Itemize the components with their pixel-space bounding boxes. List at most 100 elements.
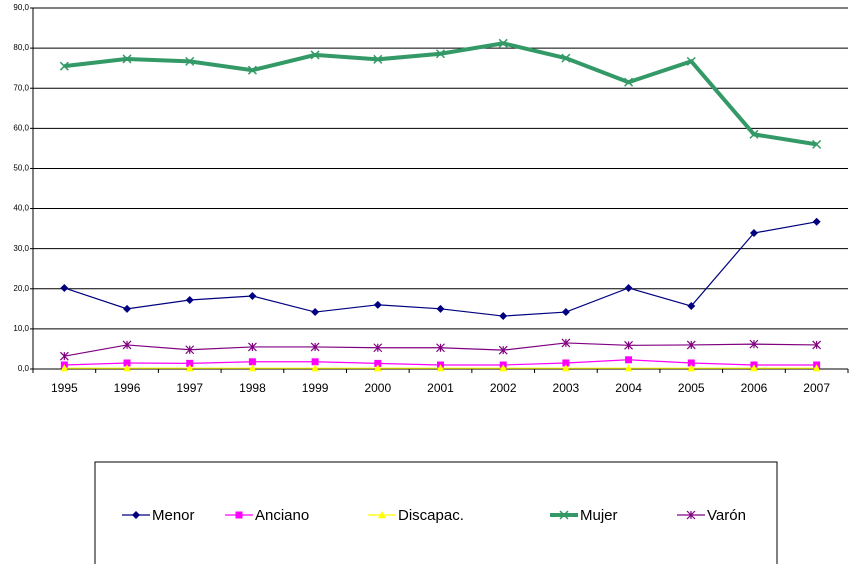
marker [378, 511, 386, 519]
legend-box [94, 461, 778, 564]
marker [185, 345, 195, 355]
x-tick-label: 2006 [741, 381, 768, 395]
marker [122, 340, 132, 350]
marker [499, 312, 508, 321]
marker [561, 338, 571, 348]
marker [561, 53, 571, 63]
legend-entry: Anciano [225, 507, 309, 524]
marker [498, 345, 508, 355]
marker [498, 38, 508, 48]
marker [625, 356, 633, 364]
marker [435, 49, 446, 59]
marker [812, 364, 821, 372]
marker [311, 358, 319, 366]
legend-label: Menor [152, 507, 195, 524]
marker [812, 340, 822, 350]
marker [559, 510, 569, 520]
legend-label: Varón [707, 507, 746, 524]
y-tick-label: 90,0 [13, 3, 29, 12]
marker [561, 364, 570, 372]
legend-entry: Mujer [550, 507, 618, 524]
marker [812, 139, 822, 149]
marker [373, 54, 383, 64]
y-tick-label: 10,0 [13, 324, 29, 333]
legend-label: Anciano [255, 507, 309, 524]
y-tick-label: 50,0 [13, 164, 29, 173]
marker [311, 364, 320, 372]
x-tick-label: 2004 [615, 381, 642, 395]
marker [310, 342, 320, 352]
marker [687, 364, 696, 372]
marker [436, 343, 445, 353]
marker [185, 364, 194, 372]
marker [373, 343, 383, 353]
marker [624, 364, 633, 372]
legend-entry: Varón [677, 507, 746, 524]
marker [686, 510, 696, 520]
x-tick-label: 2001 [427, 381, 454, 395]
series-line [64, 41, 817, 147]
marker [186, 359, 194, 367]
marker [749, 339, 759, 349]
marker [499, 364, 508, 372]
marker [235, 511, 243, 519]
x-tick-label: 2007 [803, 381, 830, 395]
marker [132, 511, 140, 519]
marker [436, 364, 445, 372]
marker [310, 50, 320, 60]
marker [123, 304, 132, 313]
legend-entry: Discapac. [368, 507, 464, 524]
marker [247, 65, 257, 75]
marker [122, 54, 132, 64]
x-tick-label: 2005 [678, 381, 705, 395]
marker [686, 56, 696, 66]
x-tick-label: 1996 [114, 381, 141, 395]
marker [749, 129, 759, 139]
x-tick-label: 2002 [490, 381, 517, 395]
marker [60, 364, 69, 372]
marker [749, 364, 758, 372]
marker [123, 359, 131, 367]
marker [812, 217, 821, 226]
y-tick-label: 20,0 [13, 284, 29, 293]
marker [311, 308, 320, 317]
marker [185, 296, 194, 305]
y-tick-label: 60,0 [13, 123, 29, 132]
marker [60, 283, 69, 292]
marker [436, 304, 445, 313]
legend-label: Mujer [580, 507, 618, 524]
marker [749, 229, 758, 238]
marker [624, 283, 633, 292]
x-tick-label: 1995 [51, 381, 78, 395]
legend-label: Discapac. [398, 507, 464, 524]
legend-entry: Menor [122, 507, 195, 524]
marker [248, 358, 256, 366]
marker [248, 291, 257, 300]
marker [624, 340, 634, 350]
marker [687, 359, 695, 367]
marker [123, 364, 132, 372]
marker [562, 359, 570, 367]
marker [373, 364, 382, 372]
marker [247, 342, 257, 352]
x-tick-label: 2000 [364, 381, 391, 395]
marker [687, 302, 696, 311]
series-line [64, 221, 817, 317]
y-tick-label: 0,0 [18, 364, 30, 373]
y-tick-label: 40,0 [13, 204, 29, 213]
marker [185, 56, 195, 66]
x-tick-label: 1998 [239, 381, 266, 395]
marker [248, 364, 257, 372]
y-tick-label: 80,0 [13, 43, 29, 52]
y-tick-label: 70,0 [13, 83, 29, 92]
marker [561, 308, 570, 317]
y-tick-label: 30,0 [13, 244, 29, 253]
x-tick-label: 2003 [553, 381, 580, 395]
marker [59, 61, 69, 71]
marker [624, 77, 634, 87]
marker [59, 351, 69, 361]
x-tick-label: 1999 [302, 381, 329, 395]
marker [374, 359, 382, 367]
x-tick-label: 1997 [176, 381, 203, 395]
